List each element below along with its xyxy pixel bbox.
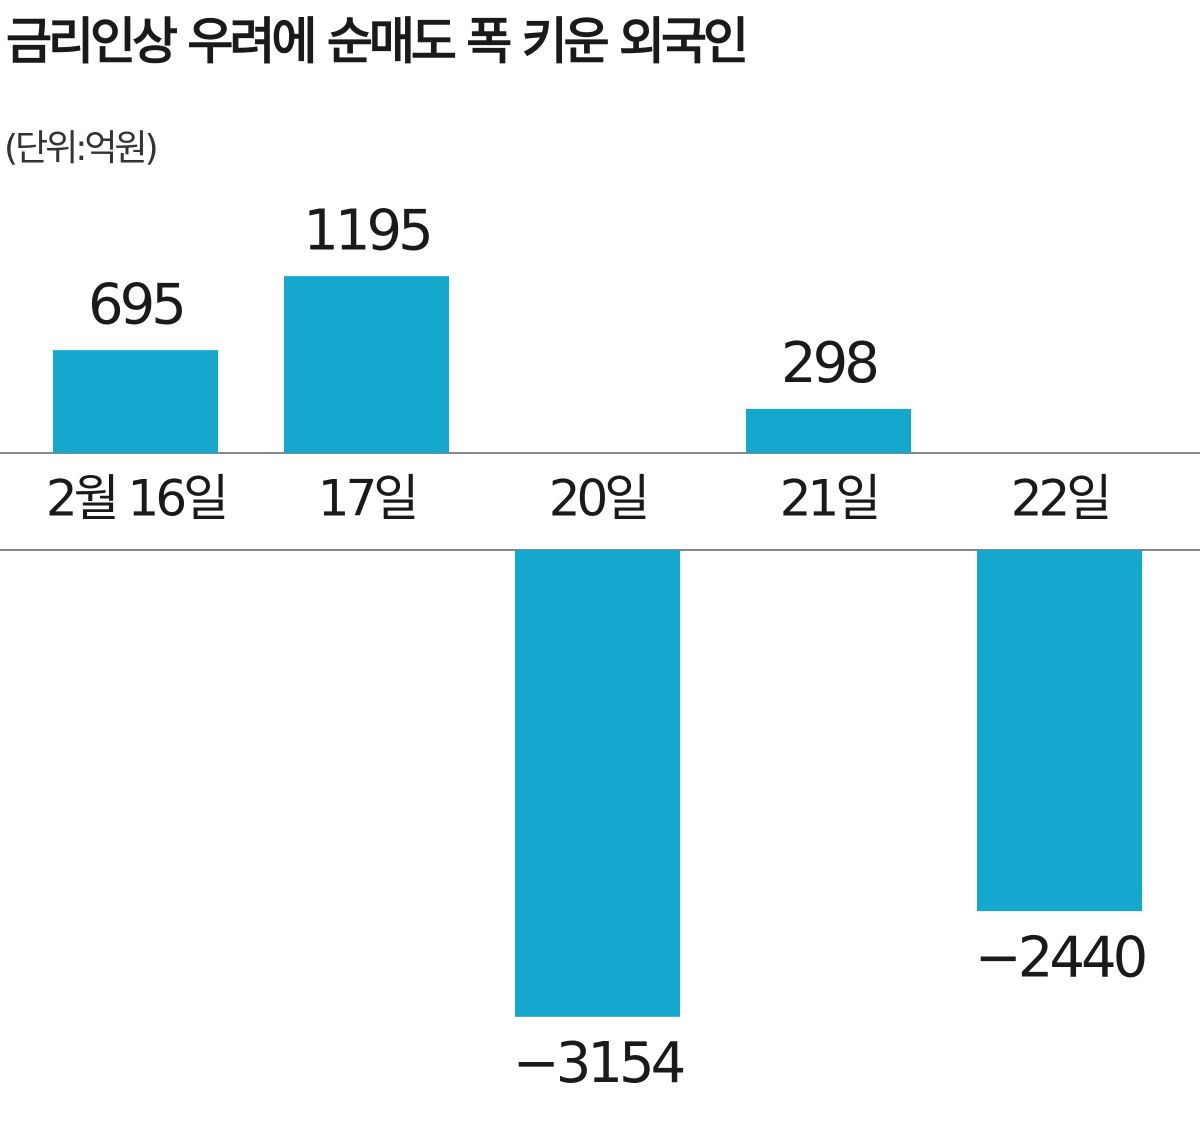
bar xyxy=(746,408,911,453)
bar xyxy=(515,550,680,1017)
x-tick-label: 2월 16일 xyxy=(46,470,225,528)
x-tick-label: 17일 xyxy=(318,470,416,528)
value-label: 1195 xyxy=(303,198,430,263)
value-label: 298 xyxy=(781,331,876,396)
value-label: −3154 xyxy=(513,1031,684,1096)
value-label: 695 xyxy=(88,272,183,337)
x-tick-label: 22일 xyxy=(1011,470,1109,528)
chart-subtitle: (단위:억원) xyxy=(4,128,156,169)
value-label: −2440 xyxy=(975,925,1145,990)
bar xyxy=(977,550,1142,912)
chart-title: 금리인상 우려에 순매도 폭 키운 외국인 xyxy=(6,13,745,71)
x-tick-label: 21일 xyxy=(780,470,878,528)
bar xyxy=(53,350,218,453)
bar xyxy=(284,276,449,453)
x-tick-label: 20일 xyxy=(549,470,647,528)
